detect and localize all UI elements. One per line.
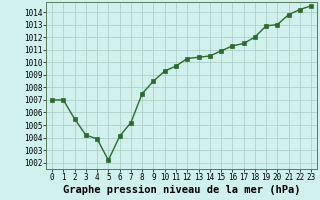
X-axis label: Graphe pression niveau de la mer (hPa): Graphe pression niveau de la mer (hPa) <box>63 185 300 195</box>
